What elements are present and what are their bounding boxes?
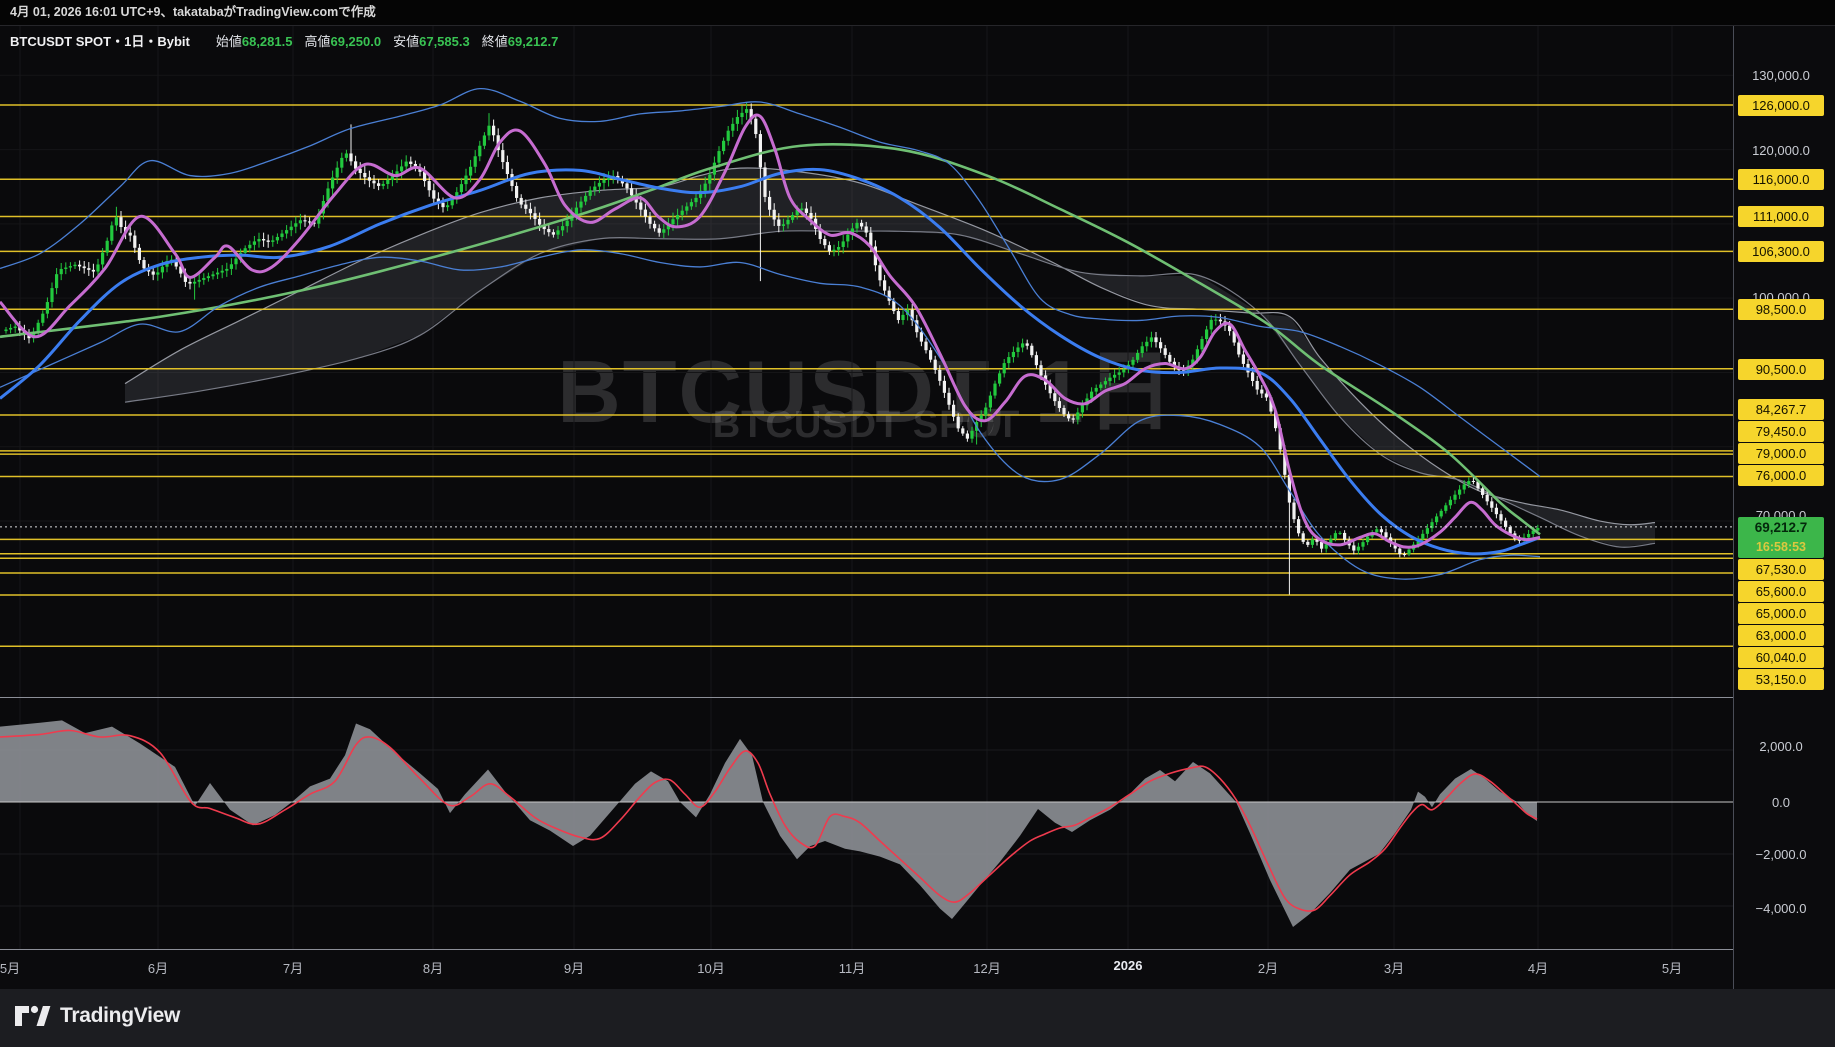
tradingview-logo[interactable]: TradingView [14, 1003, 180, 1029]
time-axis-label: 5月 [0, 958, 20, 977]
ohlc-label: 終値 [482, 34, 508, 49]
symbol-title[interactable]: BTCUSDT SPOT・1日・Bybit [10, 34, 190, 49]
price-axis-label: 0.0 [1738, 792, 1824, 813]
level-price-label: 63,000.0 [1738, 625, 1824, 646]
time-axis-label: 2026 [1114, 958, 1143, 973]
ohlc-label: 高値 [304, 34, 330, 49]
bar-countdown: 16:58:53 [1738, 538, 1824, 556]
level-price-label: 60,040.0 [1738, 647, 1824, 668]
level-price-label: 65,000.0 [1738, 603, 1824, 624]
ohlc-value: 67,585.3 [419, 34, 470, 49]
time-axis-label: 10月 [697, 958, 724, 977]
time-axis-label: 6月 [148, 958, 168, 977]
time-axis-label: 7月 [283, 958, 303, 977]
price-axis-label: 130,000.0 [1738, 65, 1824, 86]
level-price-label: 53,150.0 [1738, 669, 1824, 690]
attribution-text: 4月 01, 2026 16:01 UTC+9、takatabaがTrading… [10, 5, 376, 19]
level-price-label: 76,000.0 [1738, 465, 1824, 486]
time-axis-label: 2月 [1258, 958, 1278, 977]
oscillator-area [0, 720, 1537, 927]
tradingview-brand-text: TradingView [60, 1004, 180, 1028]
ohlc-label: 安値 [393, 34, 419, 49]
price-axis-label: 120,000.0 [1738, 140, 1824, 161]
ohlc-value: 69,250.0 [330, 34, 381, 49]
level-price-label: 84,267.7 [1738, 399, 1824, 420]
snapshot-attribution: 4月 01, 2026 16:01 UTC+9、takatabaがTrading… [0, 0, 1835, 25]
ohlc-value: 68,281.5 [242, 34, 293, 49]
time-axis[interactable]: 5月 6月 7月 8月 9月 10月 11月 12月 2026 2月 3月 4月 5月 [0, 950, 1733, 989]
level-price-label: 79,000.0 [1738, 443, 1824, 464]
indicator-pane-canvas[interactable] [0, 698, 1733, 950]
price-axis-label: −2,000.0 [1738, 844, 1824, 865]
time-axis-label: 3月 [1384, 958, 1404, 977]
time-axis-label: 4月 [1528, 958, 1548, 977]
time-axis-label: 12月 [973, 958, 1000, 977]
price-axis-label: −4,000.0 [1738, 898, 1824, 919]
main-pane-canvas[interactable] [0, 26, 1733, 697]
last-price-value: 69,212.7 [1738, 517, 1824, 538]
level-price-label: 106,300.0 [1738, 241, 1824, 262]
pane-divider[interactable] [0, 697, 1733, 698]
footer: TradingView [0, 989, 1835, 1047]
symbol-legend[interactable]: BTCUSDT SPOT・1日・Bybit 始値68,281.5 高値69,250.… [10, 31, 558, 50]
time-axis-label: 8月 [423, 958, 443, 977]
level-price-label: 90,500.0 [1738, 359, 1824, 380]
ichimoku-cloud [125, 168, 1655, 547]
time-axis-label: 5月 [1662, 958, 1682, 977]
plot-area[interactable]: BTCUSDT, 1日 BTCUSDT SPOT BTCUSDT SPOT・1日… [0, 26, 1733, 950]
price-axis-label: 2,000.0 [1738, 736, 1824, 757]
level-price-label: 67,530.0 [1738, 559, 1824, 580]
ohlc-label: 始値 [216, 34, 242, 49]
level-price-label: 65,600.0 [1738, 581, 1824, 602]
bollinger-upper-band [0, 89, 1540, 477]
level-price-label: 126,000.0 [1738, 95, 1824, 116]
level-price-label: 111,000.0 [1738, 206, 1824, 227]
level-price-label: 116,000.0 [1738, 169, 1824, 190]
time-axis-label: 9月 [564, 958, 584, 977]
ohlc-values: 始値68,281.5 高値69,250.0 安値67,585.3 終値69,212.7 [204, 34, 559, 49]
ohlc-value: 69,212.7 [508, 34, 559, 49]
time-axis-label: 11月 [839, 958, 866, 977]
tradingview-logo-icon [14, 1003, 51, 1029]
level-price-label: 79,450.0 [1738, 421, 1824, 442]
chart-container: BTCUSDT, 1日 BTCUSDT SPOT BTCUSDT SPOT・1日… [0, 25, 1835, 1047]
level-price-label: 98,500.0 [1738, 299, 1824, 320]
